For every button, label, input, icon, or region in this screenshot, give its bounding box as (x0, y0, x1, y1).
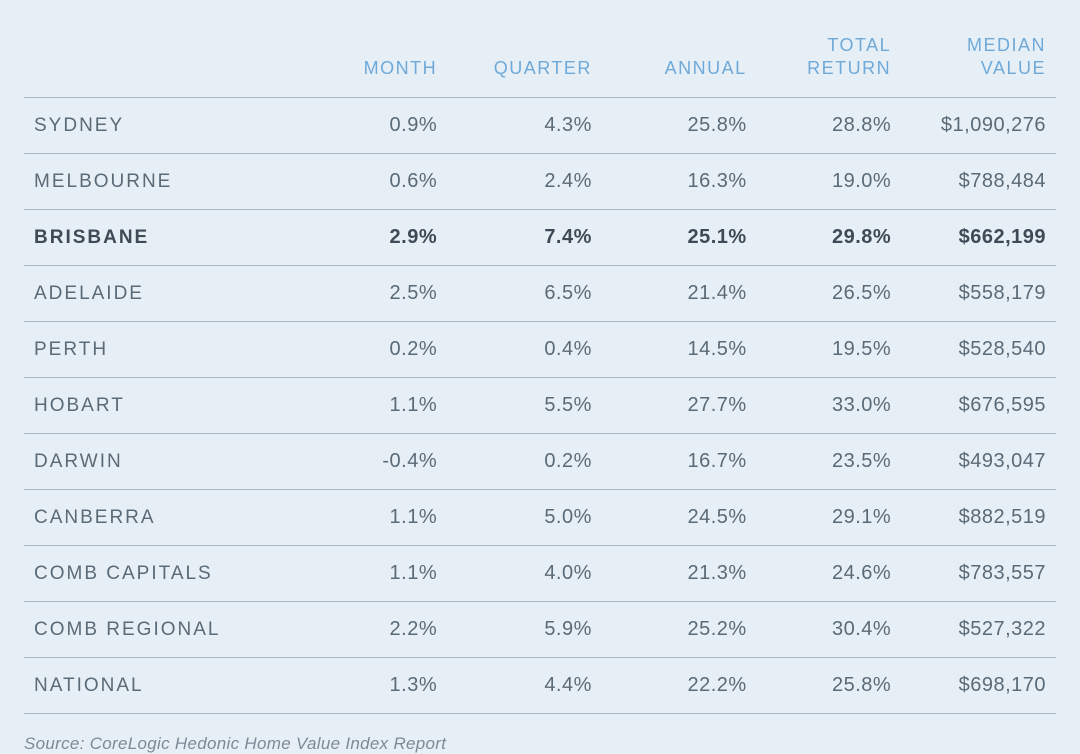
cell-total: 24.6% (757, 546, 901, 602)
cell-quarter: 4.4% (447, 658, 602, 714)
cell-city: NATIONAL (24, 658, 313, 714)
cell-month: 0.6% (313, 154, 447, 210)
table-row: PERTH0.2%0.4%14.5%19.5%$528,540 (24, 322, 1056, 378)
table-row: SYDNEY0.9%4.3%25.8%28.8%$1,090,276 (24, 98, 1056, 154)
cell-month: 0.9% (313, 98, 447, 154)
cell-median: $662,199 (901, 210, 1056, 266)
cell-quarter: 5.0% (447, 490, 602, 546)
cell-city: BRISBANE (24, 210, 313, 266)
cell-month: 1.1% (313, 490, 447, 546)
cell-city: MELBOURNE (24, 154, 313, 210)
cell-quarter: 0.2% (447, 434, 602, 490)
cell-total: 29.1% (757, 490, 901, 546)
cell-median: $676,595 (901, 378, 1056, 434)
cell-median: $528,540 (901, 322, 1056, 378)
cell-city: DARWIN (24, 434, 313, 490)
cell-month: 2.5% (313, 266, 447, 322)
col-header-5: MEDIANVALUE (901, 20, 1056, 98)
cell-median: $783,557 (901, 546, 1056, 602)
col-header-2: QUARTER (447, 20, 602, 98)
cell-annual: 14.5% (602, 322, 757, 378)
cell-annual: 25.8% (602, 98, 757, 154)
cell-median: $698,170 (901, 658, 1056, 714)
cell-annual: 25.2% (602, 602, 757, 658)
cell-annual: 21.4% (602, 266, 757, 322)
table-row: NATIONAL1.3%4.4%22.2%25.8%$698,170 (24, 658, 1056, 714)
cell-annual: 21.3% (602, 546, 757, 602)
cell-median: $788,484 (901, 154, 1056, 210)
table-row: DARWIN-0.4%0.2%16.7%23.5%$493,047 (24, 434, 1056, 490)
table-row: HOBART1.1%5.5%27.7%33.0%$676,595 (24, 378, 1056, 434)
cell-city: SYDNEY (24, 98, 313, 154)
cell-annual: 27.7% (602, 378, 757, 434)
cell-median: $493,047 (901, 434, 1056, 490)
table-row: COMB CAPITALS1.1%4.0%21.3%24.6%$783,557 (24, 546, 1056, 602)
cell-annual: 25.1% (602, 210, 757, 266)
cell-total: 23.5% (757, 434, 901, 490)
table-row: CANBERRA1.1%5.0%24.5%29.1%$882,519 (24, 490, 1056, 546)
table-row: BRISBANE2.9%7.4%25.1%29.8%$662,199 (24, 210, 1056, 266)
cell-total: 25.8% (757, 658, 901, 714)
cell-total: 26.5% (757, 266, 901, 322)
cell-city: ADELAIDE (24, 266, 313, 322)
table-header-row: MONTHQUARTERANNUALTOTALRETURNMEDIANVALUE (24, 20, 1056, 98)
cell-month: -0.4% (313, 434, 447, 490)
cell-median: $882,519 (901, 490, 1056, 546)
cell-quarter: 2.4% (447, 154, 602, 210)
table-row: COMB REGIONAL2.2%5.9%25.2%30.4%$527,322 (24, 602, 1056, 658)
cell-median: $527,322 (901, 602, 1056, 658)
cell-total: 28.8% (757, 98, 901, 154)
cell-month: 1.1% (313, 378, 447, 434)
cell-city: PERTH (24, 322, 313, 378)
cell-city: COMB REGIONAL (24, 602, 313, 658)
table-row: MELBOURNE0.6%2.4%16.3%19.0%$788,484 (24, 154, 1056, 210)
cell-annual: 16.3% (602, 154, 757, 210)
cell-city: CANBERRA (24, 490, 313, 546)
cell-month: 1.1% (313, 546, 447, 602)
cell-median: $558,179 (901, 266, 1056, 322)
col-header-0 (24, 20, 313, 98)
cell-month: 1.3% (313, 658, 447, 714)
cell-total: 33.0% (757, 378, 901, 434)
cell-quarter: 4.3% (447, 98, 602, 154)
cell-annual: 24.5% (602, 490, 757, 546)
cell-quarter: 7.4% (447, 210, 602, 266)
cell-month: 0.2% (313, 322, 447, 378)
cell-median: $1,090,276 (901, 98, 1056, 154)
cell-city: COMB CAPITALS (24, 546, 313, 602)
cell-quarter: 6.5% (447, 266, 602, 322)
cell-quarter: 5.5% (447, 378, 602, 434)
cell-annual: 16.7% (602, 434, 757, 490)
cell-month: 2.2% (313, 602, 447, 658)
cell-quarter: 5.9% (447, 602, 602, 658)
table-row: ADELAIDE2.5%6.5%21.4%26.5%$558,179 (24, 266, 1056, 322)
cell-total: 29.8% (757, 210, 901, 266)
cell-total: 30.4% (757, 602, 901, 658)
source-note: Source: CoreLogic Hedonic Home Value Ind… (24, 734, 1056, 754)
cell-annual: 22.2% (602, 658, 757, 714)
cell-quarter: 4.0% (447, 546, 602, 602)
col-header-1: MONTH (313, 20, 447, 98)
cell-total: 19.0% (757, 154, 901, 210)
cell-quarter: 0.4% (447, 322, 602, 378)
home-value-table: MONTHQUARTERANNUALTOTALRETURNMEDIANVALUE… (24, 20, 1056, 714)
cell-total: 19.5% (757, 322, 901, 378)
cell-city: HOBART (24, 378, 313, 434)
cell-month: 2.9% (313, 210, 447, 266)
col-header-4: TOTALRETURN (757, 20, 901, 98)
table-body: SYDNEY0.9%4.3%25.8%28.8%$1,090,276MELBOU… (24, 98, 1056, 714)
col-header-3: ANNUAL (602, 20, 757, 98)
